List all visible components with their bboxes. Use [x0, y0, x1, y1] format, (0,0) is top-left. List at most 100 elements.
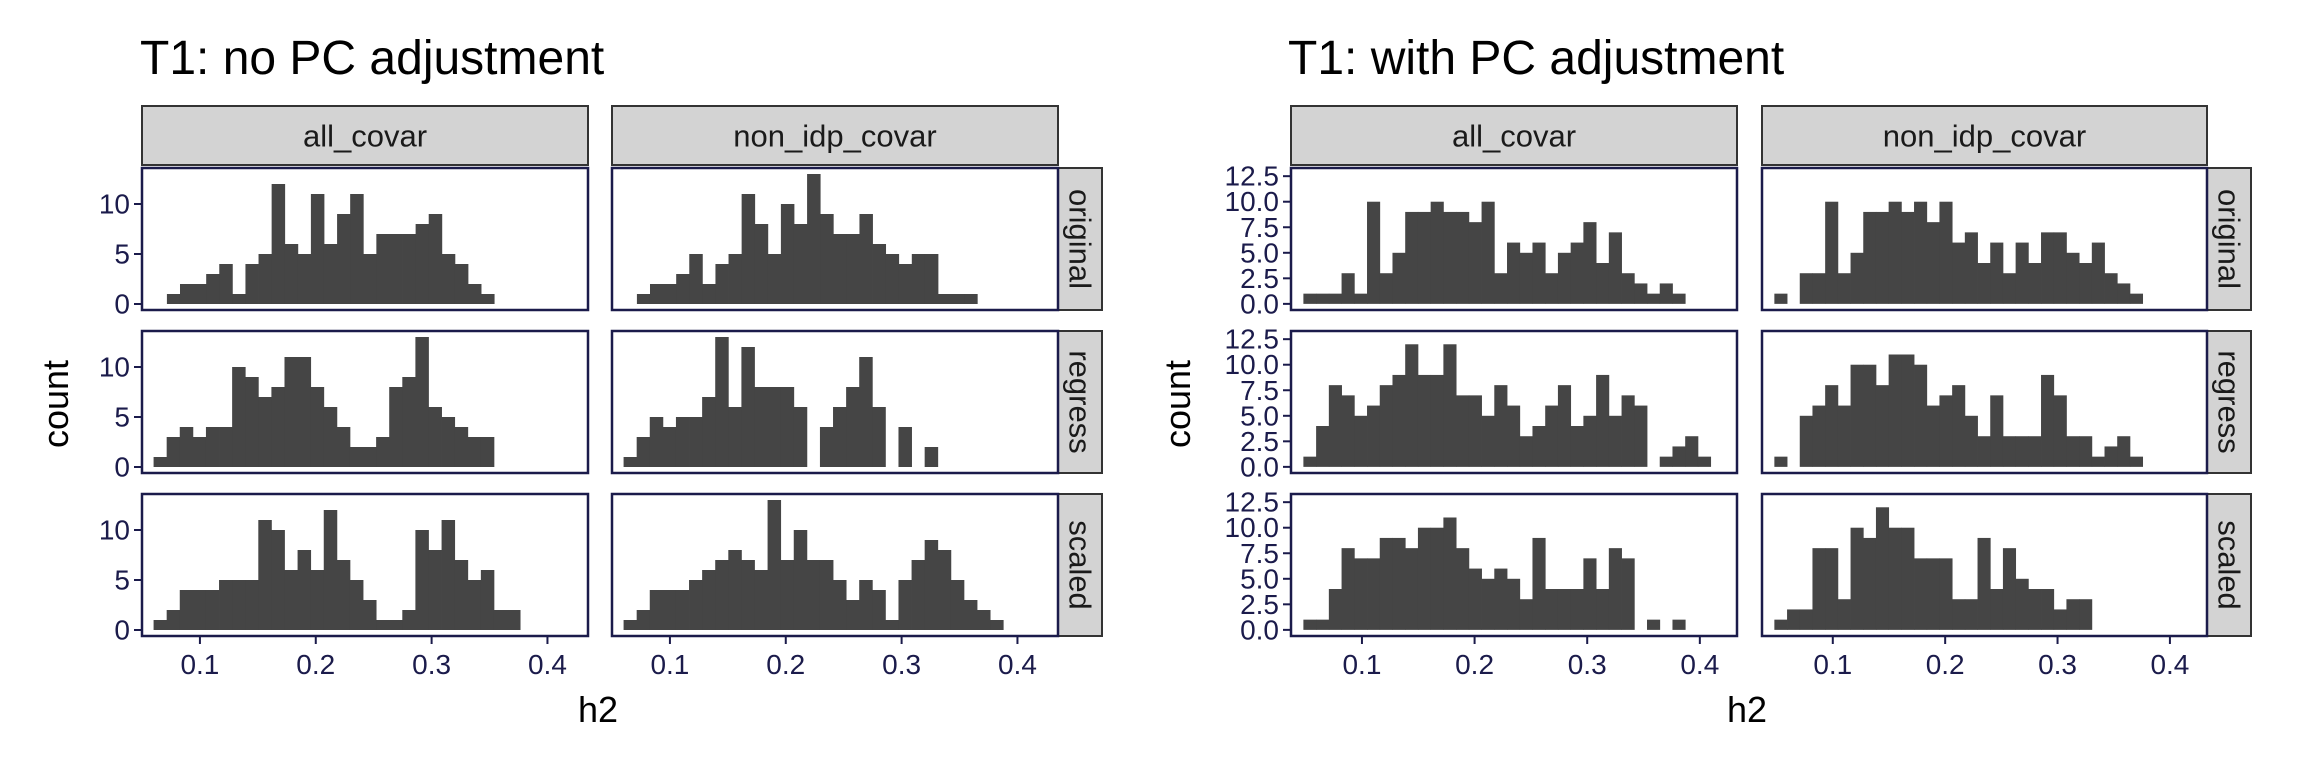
row-strip-label: regress	[1063, 350, 1098, 453]
histogram-bar	[493, 610, 508, 630]
histogram-bar	[911, 560, 926, 630]
histogram-bar	[1914, 558, 1928, 630]
histogram-bar	[1443, 344, 1457, 467]
histogram-bar	[1812, 548, 1826, 630]
histogram-bar	[793, 407, 808, 467]
histogram-bar	[1379, 385, 1393, 467]
histogram-bar	[1405, 548, 1419, 630]
histogram-bar	[702, 397, 716, 467]
histogram-bar	[1901, 527, 1915, 630]
histogram-bar	[1417, 374, 1432, 467]
histogram-bar	[467, 580, 482, 630]
x-tick-label: 0.4	[998, 649, 1037, 680]
histogram-bar	[885, 254, 900, 304]
panel-border	[610, 492, 1060, 638]
histogram-bar	[1367, 201, 1381, 304]
histogram-bar	[1837, 599, 1851, 630]
y-axis-title: count	[35, 360, 76, 448]
row-strip-scaled: scaled	[1057, 493, 1103, 637]
histogram-bar	[806, 560, 821, 630]
histogram-bar	[1621, 395, 1635, 467]
histogram-bar	[2091, 242, 2105, 304]
y-tick-label: 0.0	[1240, 451, 1279, 482]
histogram-bar	[2002, 273, 2017, 304]
histogram-bar	[2079, 436, 2093, 467]
histogram-bar	[649, 590, 664, 630]
histogram-bar	[480, 437, 495, 467]
x-tick-label: 0.2	[296, 649, 335, 680]
histogram-bar	[1952, 599, 1966, 630]
histogram-bar	[951, 294, 965, 304]
histogram-bar	[1914, 364, 1928, 467]
histogram-bar	[1545, 589, 1559, 630]
histogram-bar	[232, 294, 246, 304]
histogram-bar	[2028, 263, 2042, 304]
y-tick-label: 0.0	[1240, 614, 1279, 645]
histogram-bar	[964, 294, 978, 304]
histogram-bar	[2129, 293, 2144, 304]
histogram-bar	[846, 234, 860, 304]
histogram-bar	[1697, 456, 1712, 467]
histogram-bar	[663, 284, 677, 304]
histogram-bar	[179, 590, 194, 630]
row-strip-label: scaled	[2212, 520, 2247, 610]
y-tick-label: 2.5	[1240, 589, 1279, 620]
histogram-bar	[1990, 242, 2004, 304]
histogram-bar	[728, 407, 742, 467]
histogram-bar	[741, 560, 755, 630]
x-tick-label: 0.3	[1568, 649, 1607, 680]
histogram-bar	[1799, 415, 1813, 467]
histogram-bar	[310, 194, 325, 304]
histogram-bar	[271, 184, 286, 304]
histogram-bar	[389, 234, 403, 304]
histogram-bar	[1303, 456, 1317, 467]
histogram-bar	[1354, 415, 1368, 467]
histogram-bar	[1926, 558, 1940, 630]
histogram-bar	[924, 254, 939, 304]
histogram-bar	[1608, 415, 1622, 467]
y-axis-regress: 0 5 10	[99, 352, 142, 483]
row-strip-scaled: scaled	[2206, 493, 2252, 637]
histogram-bar	[1494, 385, 1508, 467]
histogram-bar	[1583, 222, 1597, 304]
histogram-bar	[1557, 589, 1572, 630]
histogram-bar	[363, 254, 377, 304]
histogram-bar	[1392, 374, 1406, 467]
histogram-bar	[1774, 619, 1788, 630]
histogram-bar	[1494, 273, 1508, 304]
histogram-bar	[767, 387, 782, 467]
histogram-bar	[1596, 263, 1610, 304]
histogram-bar	[1621, 558, 1635, 630]
histogram-bar	[911, 254, 926, 304]
histogram-bar	[1608, 548, 1622, 630]
histogram-bar	[1621, 273, 1635, 304]
y-tick-label: 2.5	[1240, 426, 1279, 457]
histogram-bar	[1787, 609, 1801, 630]
histogram-bar	[819, 427, 834, 467]
histogram-bar	[1977, 436, 1991, 467]
panel-border	[140, 492, 590, 638]
histogram-bar	[793, 224, 808, 304]
histogram-bar	[441, 254, 456, 304]
histogram-bar	[245, 377, 259, 467]
column-strip-label: non_idp_covar	[733, 119, 936, 154]
histogram-bar	[1532, 537, 1546, 630]
histogram-bar	[1952, 385, 1966, 467]
histogram-bar	[376, 437, 390, 467]
histogram-bar	[219, 580, 233, 630]
strip-background	[2206, 167, 2252, 311]
histogram-bar	[1914, 201, 1928, 304]
histogram-bar	[846, 600, 860, 630]
histogram-bar	[166, 437, 181, 467]
histogram-bar	[415, 530, 429, 630]
strip-background	[1290, 105, 1738, 166]
histogram-bar	[205, 427, 220, 467]
panel-scaled-non-idp-covar	[610, 492, 1060, 638]
panel-scaled-all-covar	[1289, 492, 1739, 638]
histogram-bar	[1596, 374, 1610, 467]
strip-background	[141, 105, 589, 166]
histogram-bar	[363, 600, 377, 630]
histogram-bar	[1812, 405, 1826, 467]
histogram-bar	[977, 610, 991, 630]
histogram-bar	[1659, 456, 1673, 467]
